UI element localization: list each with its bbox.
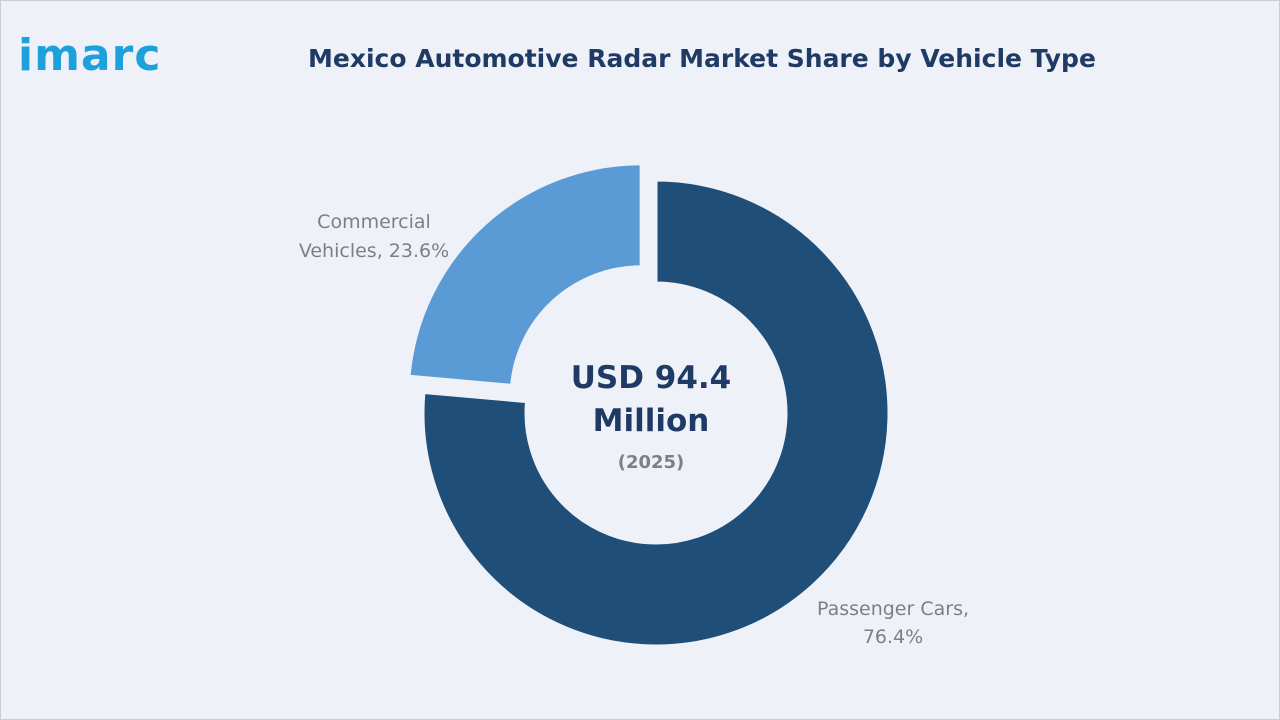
chart-title: Mexico Automotive Radar Market Share by …	[308, 44, 1096, 73]
center-value-line1: USD 94.4	[571, 360, 732, 396]
center-value-line2: Million	[593, 403, 710, 439]
center-year: (2025)	[618, 452, 685, 473]
slice-label-passenger-line2: 76.4%	[863, 626, 923, 648]
slice-label-commercial-line2: Vehicles, 23.6%	[299, 240, 449, 262]
slice-passenger-cars	[421, 178, 891, 648]
slice-commercial-vehicles	[407, 162, 643, 387]
imarc-logo: imarc	[18, 30, 162, 81]
slice-label-commercial-line1: Commercial	[317, 211, 431, 233]
slice-label-passenger-line1: Passenger Cars,	[817, 598, 969, 620]
